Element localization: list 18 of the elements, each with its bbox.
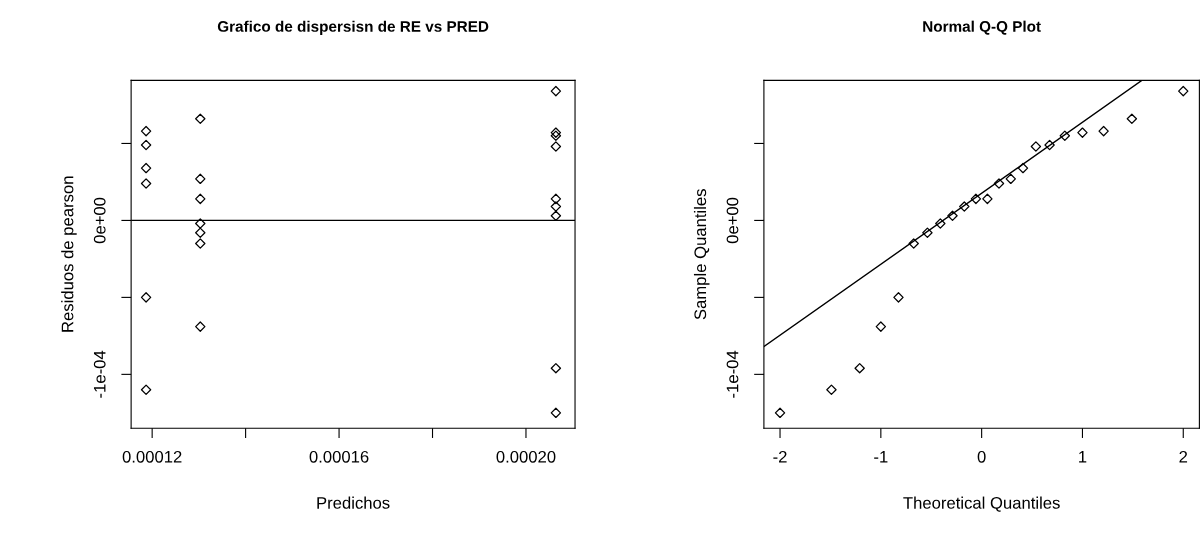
x-tick-label: -1: [874, 451, 888, 463]
x-tick-label: 0.00020: [496, 450, 556, 463]
x-tick-label: 2: [1179, 450, 1188, 463]
y-tick-label: -1e-04: [93, 350, 106, 398]
x-tick-label: 1: [1079, 451, 1087, 463]
y-tick-label: 0e+00: [726, 197, 739, 244]
x-tick-label: -2: [773, 450, 787, 463]
chart-title: Normal Q-Q Plot: [923, 20, 1041, 35]
y-axis-title: Residuos de pearson: [61, 176, 77, 332]
chart-title: Grafico de dispersisn de RE vs PRED: [217, 20, 489, 35]
y-tick-label: -1e-04: [726, 350, 739, 398]
x-axis-title: Predichos: [317, 496, 390, 509]
y-axis-title: Sample Quantiles: [693, 189, 710, 320]
x-tick-label: 0: [977, 450, 986, 463]
x-tick-label: 0.00012: [122, 450, 182, 463]
x-tick-label: 0.00016: [309, 450, 369, 463]
y-tick-label: 0e+00: [93, 197, 106, 244]
x-axis-title: Theoretical Quantiles: [903, 496, 1060, 512]
